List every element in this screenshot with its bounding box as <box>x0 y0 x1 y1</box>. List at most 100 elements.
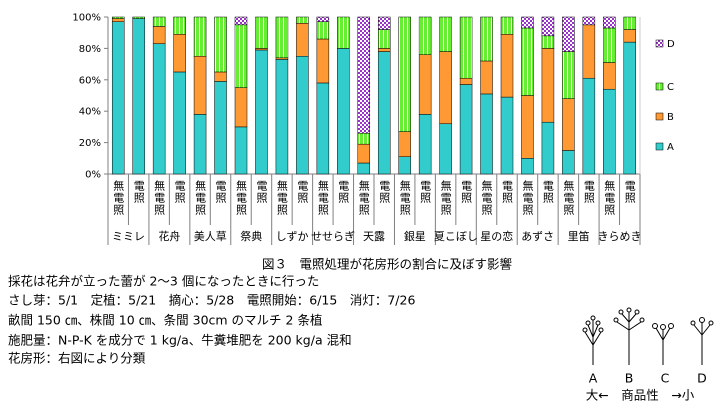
bar-segment <box>234 16 248 26</box>
bar-segment <box>152 26 166 44</box>
group-label: あずさ <box>521 230 554 243</box>
x-tick-label: 無電照 <box>153 179 166 216</box>
diagram-label: B <box>625 371 634 386</box>
bar-segment <box>480 93 493 175</box>
bar-segment <box>562 51 575 99</box>
x-tick-label: 電照 <box>419 180 432 204</box>
y-tick-label: 60% <box>79 75 101 86</box>
x-tick-label: 無電照 <box>439 179 452 216</box>
bar-segment <box>214 16 227 73</box>
bar-segment <box>357 16 371 134</box>
x-tick-label: 無電照 <box>235 179 248 216</box>
legend-swatch <box>655 112 664 121</box>
group-label: 夏こぼし <box>434 230 478 243</box>
bar-segment <box>521 16 534 29</box>
bar-segment <box>316 38 330 84</box>
bar-segment <box>234 126 248 175</box>
x-tick-label: 無電照 <box>521 179 534 216</box>
legend-label: C <box>667 82 674 93</box>
bar-segment <box>214 71 227 82</box>
bar-segment <box>500 34 514 98</box>
group-label: しずか <box>276 230 309 243</box>
bar-segment <box>562 16 575 52</box>
y-tick-label: 40% <box>79 107 101 118</box>
bar-segment <box>541 16 555 37</box>
bar-segment <box>582 77 596 175</box>
bar-segment <box>439 51 452 125</box>
bar-segment <box>500 16 514 35</box>
note: さし芽：5/1 定植：5/21 摘心：5/28 電照開始：6/15 消灯：7/2… <box>8 293 415 308</box>
group-label: ミミレ <box>112 230 145 243</box>
bar-segment <box>439 16 452 52</box>
bar-segment <box>480 16 493 62</box>
group-label: 星の恋 <box>480 229 513 243</box>
bar-segment <box>255 16 268 49</box>
x-tick-label: 電照 <box>541 180 554 204</box>
bar-segment <box>521 27 534 96</box>
note: 施肥量：N-P-K を成分で 1 kg/a、牛糞堆肥を 200 kg/a 混和 <box>8 333 352 348</box>
bar-segment <box>234 24 248 88</box>
bar-segment <box>234 87 248 128</box>
x-tick-label: 電照 <box>623 180 636 204</box>
bar-segment <box>173 71 186 175</box>
x-tick-label: 無電照 <box>562 179 575 216</box>
group-label: きらめき <box>598 230 642 243</box>
flower-diagram <box>582 307 714 365</box>
bar-segment <box>459 84 473 175</box>
bar-segment <box>357 162 371 175</box>
bar-segment <box>582 24 596 79</box>
bar-segment <box>275 16 289 59</box>
bar-segment <box>439 123 452 175</box>
bar-segment <box>541 121 555 175</box>
bar-segment <box>357 132 371 145</box>
x-tick-label: 無電照 <box>316 179 329 216</box>
bar-segment <box>418 16 432 55</box>
bar-segment <box>500 96 514 175</box>
bar-segment <box>603 27 616 63</box>
bar-segment <box>398 131 411 157</box>
bar-segment <box>193 114 207 175</box>
bar-segment <box>480 60 493 95</box>
group-label: 銀星 <box>404 229 426 243</box>
bar-segment <box>541 35 555 49</box>
bar-segment <box>337 48 350 175</box>
diagram-label: A <box>589 371 598 386</box>
x-tick-label: 電照 <box>132 180 145 204</box>
legend-label: A <box>667 142 674 153</box>
group-label: 天露 <box>363 230 385 243</box>
bar-segment <box>111 16 125 19</box>
bar-segment <box>255 49 268 175</box>
bar-segment <box>296 23 309 57</box>
bar-segment <box>398 156 411 175</box>
bar-segment <box>603 62 616 90</box>
x-tick-label: 無電照 <box>357 179 370 216</box>
bar-segment <box>521 95 534 159</box>
group-label: 里笛 <box>568 229 590 243</box>
legend-label: B <box>667 112 674 123</box>
bar-segment <box>132 16 145 19</box>
x-tick-label: 電照 <box>460 180 473 204</box>
bar-segment <box>377 16 391 30</box>
legend-swatch <box>655 142 664 151</box>
x-tick-label: 無電照 <box>603 179 616 216</box>
bar-segment <box>214 81 227 175</box>
x-tick-label: 電照 <box>501 180 514 204</box>
bar-segment <box>377 51 391 175</box>
bar-segment <box>459 77 473 85</box>
x-tick-label: 無電照 <box>398 179 411 216</box>
bar-segment <box>111 21 125 175</box>
y-tick-label: 0% <box>85 170 101 181</box>
x-tick-label: 電照 <box>296 180 309 204</box>
bar-segment <box>603 16 616 29</box>
bar-segment <box>623 41 637 175</box>
x-tick-label: 電照 <box>173 180 186 204</box>
bar-segment <box>521 158 534 175</box>
bar-segment <box>377 48 391 52</box>
bar-segment <box>316 21 330 40</box>
bar-segment <box>193 56 207 115</box>
bar-segment <box>623 29 637 43</box>
x-tick-label: 電照 <box>255 180 268 204</box>
group-label: 花舟 <box>158 229 180 243</box>
bar-segment <box>398 16 411 132</box>
